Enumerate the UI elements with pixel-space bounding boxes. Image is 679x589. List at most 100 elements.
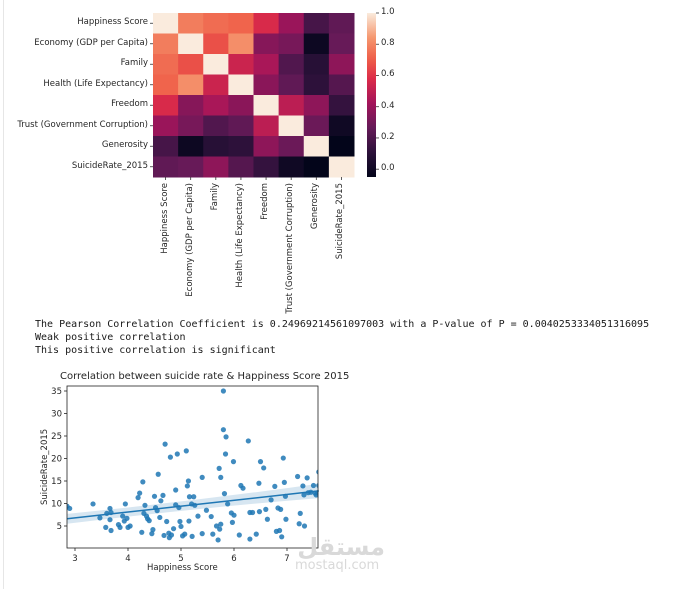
scatter-point bbox=[279, 534, 285, 540]
scatter-point bbox=[210, 531, 216, 537]
scatter-point bbox=[162, 441, 168, 447]
scatter-point bbox=[253, 531, 259, 537]
colorbar-tick-label: 1.0 bbox=[381, 7, 395, 17]
heatmap-cell bbox=[178, 115, 204, 137]
scatter-point bbox=[168, 532, 175, 538]
scatter-point bbox=[230, 459, 237, 465]
heatmap-cell bbox=[278, 74, 305, 96]
colorbar-tick-label: 0.2 bbox=[381, 131, 395, 142]
scatter-point bbox=[221, 491, 228, 497]
scatter-point bbox=[142, 502, 148, 508]
scatter-point bbox=[182, 531, 188, 537]
heatmap-cell bbox=[328, 54, 355, 75]
scatter-point bbox=[90, 501, 96, 507]
heatmap-cell bbox=[328, 156, 355, 178]
scatter-point bbox=[195, 513, 201, 519]
scatter-canvas: 3 4 5 6 7 5 10 15 20 25 30 35 bbox=[51, 385, 319, 564]
heatmap-cell bbox=[203, 95, 229, 116]
heatmap-cell bbox=[228, 74, 254, 96]
scatter-point bbox=[178, 523, 184, 530]
scatter-point bbox=[245, 438, 251, 444]
heatmap-cell bbox=[328, 33, 355, 55]
heatmap-col-label-wrap: Generosity bbox=[310, 183, 320, 303]
scatter-point bbox=[247, 536, 253, 542]
scatter-point bbox=[278, 506, 284, 512]
scatter-point bbox=[108, 527, 114, 534]
scatter-point bbox=[184, 483, 190, 489]
heatmap-cell bbox=[153, 54, 179, 75]
scatter-point bbox=[215, 537, 221, 543]
scatter-point bbox=[297, 510, 303, 516]
scatter-point bbox=[223, 434, 229, 440]
significance-line: This positive correlation is significant bbox=[35, 345, 276, 356]
colorbar-tick-label: 0.4 bbox=[381, 100, 395, 111]
heatmap-cell bbox=[328, 136, 355, 157]
heatmap-cell bbox=[328, 95, 355, 116]
scatter-point bbox=[199, 531, 205, 537]
heatmap-cell bbox=[203, 156, 229, 178]
y-tick-label: 35 bbox=[51, 387, 62, 397]
scatter-y-label: SuicideRate_2015 bbox=[40, 428, 50, 505]
watermark-arabic: مستقل bbox=[297, 533, 385, 561]
heatmap-cell bbox=[153, 115, 179, 137]
scatter-axes-frame bbox=[66, 385, 319, 549]
scatter-point bbox=[107, 505, 113, 512]
x-tick-label: 4 bbox=[125, 554, 130, 564]
scatter-point bbox=[300, 483, 306, 489]
heatmap-row-label: Happiness Score bbox=[77, 17, 148, 28]
scatter-point bbox=[263, 506, 269, 512]
scatter-point bbox=[257, 459, 264, 465]
heatmap-cell bbox=[278, 156, 305, 178]
heatmap-cell bbox=[153, 74, 179, 96]
scatter-point bbox=[240, 485, 246, 491]
scatter-point bbox=[189, 533, 195, 539]
heatmap-cell bbox=[203, 115, 229, 137]
heatmap-cell bbox=[253, 74, 280, 96]
x-tick-label: 3 bbox=[72, 554, 77, 564]
scatter-point bbox=[220, 388, 226, 394]
heatmap-cell bbox=[253, 13, 280, 34]
scatter-point bbox=[225, 501, 231, 507]
heatmap-cell bbox=[303, 74, 330, 96]
scatter-point bbox=[185, 478, 192, 484]
scatter-point bbox=[117, 524, 123, 530]
heatmap-cell bbox=[203, 136, 229, 157]
y-tick-label: 20 bbox=[51, 455, 62, 465]
heatmap-cell bbox=[178, 54, 204, 75]
scatter-point bbox=[283, 516, 289, 522]
scatter-point bbox=[229, 519, 236, 525]
heatmap-col-label: Generosity bbox=[310, 183, 321, 230]
scatter-point bbox=[217, 526, 223, 532]
scatter-point bbox=[218, 474, 224, 480]
scatter-point bbox=[103, 524, 109, 530]
heatmap-col-label: SuicideRate_2015 bbox=[335, 183, 346, 260]
scatter-point bbox=[296, 521, 302, 527]
heatmap-cell bbox=[278, 54, 305, 75]
heatmap-cell bbox=[153, 33, 179, 55]
scatter-point bbox=[256, 480, 262, 486]
heatmap-cell bbox=[228, 95, 254, 116]
heatmap-col-label-wrap: Health (Life Expectancy) bbox=[235, 183, 245, 303]
heatmap-cell bbox=[253, 54, 280, 75]
scatter-point bbox=[158, 498, 164, 504]
heatmap-col-label-wrap: Freedom bbox=[260, 183, 270, 303]
heatmap-cell bbox=[328, 115, 355, 137]
correlation-strength-line: Weak positive correlation bbox=[35, 332, 186, 343]
watermark-latin: mostaql.com bbox=[295, 558, 380, 573]
heatmap-col-label: Trust (Government Corruption) bbox=[285, 183, 296, 314]
heatmap-cell bbox=[278, 95, 305, 116]
heatmap-col-label: Family bbox=[209, 183, 220, 211]
scatter-point bbox=[231, 512, 237, 518]
heatmap-cell bbox=[178, 95, 204, 116]
scatter-point bbox=[280, 455, 286, 461]
y-tick-label: 30 bbox=[51, 410, 62, 420]
scatter-point bbox=[140, 479, 146, 485]
scatter-point bbox=[304, 475, 310, 481]
scatter-point bbox=[174, 451, 180, 457]
heatmap-cell bbox=[153, 156, 179, 178]
heatmap-cell bbox=[303, 95, 330, 116]
heatmap-cell bbox=[203, 13, 229, 34]
heatmap-cell bbox=[253, 156, 280, 178]
heatmap-col-label-wrap: Trust (Government Corruption) bbox=[285, 183, 295, 314]
scatter-point bbox=[222, 451, 229, 457]
